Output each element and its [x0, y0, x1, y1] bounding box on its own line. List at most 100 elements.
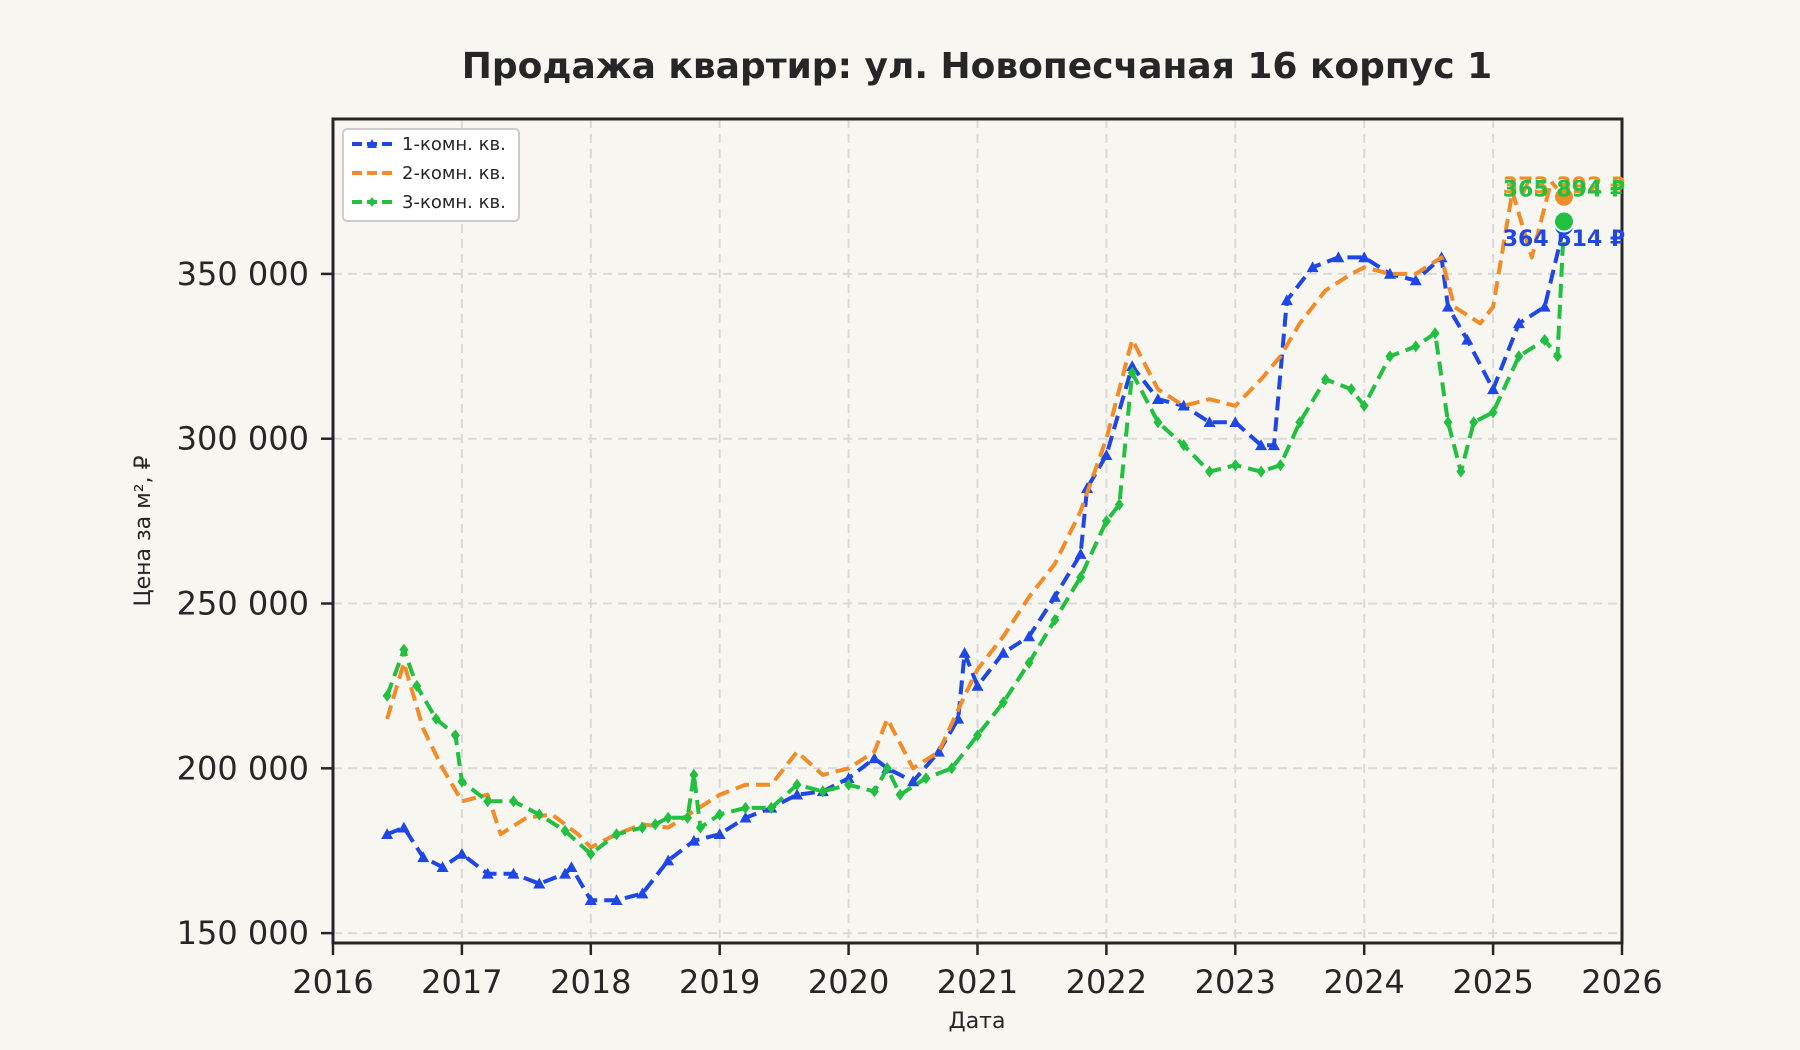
data-point	[971, 679, 984, 691]
data-point	[792, 778, 802, 791]
data-point	[682, 811, 692, 824]
data-point	[1126, 360, 1139, 371]
data-point	[457, 775, 467, 788]
data-point	[868, 752, 881, 764]
data-point	[612, 828, 622, 841]
data-point	[1275, 459, 1285, 472]
data-point	[1332, 251, 1345, 263]
data-point	[1553, 350, 1563, 363]
data-point	[1255, 439, 1268, 451]
x-axis-ticks: 2016 2017 2018 2019 2020 2021 2022 2023 2024 2025…	[292, 943, 1663, 1001]
data-point	[1295, 416, 1305, 429]
data-point	[586, 848, 596, 861]
data-point	[1358, 251, 1371, 263]
end-labels: 364 514 ₽373 392 ₽365 894 ₽	[1503, 174, 1625, 252]
data-point	[533, 877, 546, 889]
data-point	[973, 729, 982, 742]
data-point	[740, 801, 750, 814]
data-point	[1205, 465, 1215, 478]
series-line	[385, 179, 1566, 850]
data-point	[1179, 439, 1189, 452]
data-point	[1441, 300, 1454, 312]
data-point	[1153, 416, 1163, 429]
data-point	[481, 867, 494, 879]
series-layer	[381, 179, 1570, 905]
data-point	[636, 887, 649, 899]
series-line	[385, 221, 1566, 856]
data-point	[998, 696, 1008, 709]
data-point	[1177, 399, 1190, 411]
data-point	[695, 821, 705, 834]
data-point	[1512, 317, 1525, 329]
data-point	[565, 861, 578, 872]
data-point	[1050, 613, 1060, 626]
data-point	[1280, 294, 1293, 306]
x-tick-label: 2025	[1452, 963, 1533, 1001]
data-point	[1229, 416, 1242, 428]
x-tick-label: 2021	[937, 963, 1018, 1001]
data-point	[1443, 416, 1453, 429]
x-tick-label: 2023	[1195, 963, 1276, 1001]
data-point	[739, 811, 752, 823]
data-point	[412, 679, 422, 692]
data-point	[1359, 399, 1369, 412]
data-point	[689, 768, 699, 781]
grid-lines	[333, 119, 1622, 943]
series-2	[385, 179, 1566, 850]
data-point	[1076, 571, 1086, 584]
end-value-label: 373 392 ₽	[1503, 174, 1625, 199]
data-point	[1074, 548, 1087, 559]
legend-label: 1-комн. кв.	[402, 134, 506, 155]
data-point	[1114, 498, 1124, 511]
x-tick-label: 2022	[1066, 963, 1147, 1001]
x-tick-label: 2026	[1581, 963, 1662, 1001]
data-point	[1411, 340, 1421, 353]
end-value-label: 365 894 ₽	[1503, 178, 1625, 203]
x-tick-label: 2019	[679, 963, 760, 1001]
data-point	[882, 762, 892, 775]
data-point	[895, 788, 905, 801]
series-1	[381, 220, 1570, 905]
chart-title: Продажа квартир: ул. Новопесчаная 16 кор…	[462, 46, 1492, 87]
data-point	[560, 824, 570, 837]
data-point	[559, 867, 572, 879]
data-point	[766, 801, 776, 814]
data-point	[997, 646, 1010, 658]
data-point	[1230, 459, 1240, 472]
data-point	[1514, 350, 1524, 363]
series-line	[386, 225, 1566, 903]
data-point	[450, 729, 460, 742]
data-point	[1203, 416, 1216, 428]
series-3	[382, 215, 1569, 861]
data-point	[713, 828, 726, 840]
legend-label: 2-комн. кв.	[402, 163, 506, 184]
y-axis-ticks: 150 000 200 000 250 000 300 000 350 000	[177, 255, 333, 952]
legend-marker	[368, 197, 376, 207]
data-point	[662, 854, 675, 866]
data-point	[907, 775, 920, 787]
data-point	[1488, 406, 1498, 419]
data-point	[417, 851, 430, 863]
data-point	[1346, 383, 1356, 396]
data-point	[584, 894, 597, 905]
data-point	[508, 795, 518, 808]
data-point	[921, 772, 931, 785]
data-point	[1430, 327, 1440, 340]
data-point	[1256, 465, 1266, 478]
data-point	[1469, 416, 1479, 429]
data-point	[791, 788, 804, 800]
y-tick-label: 300 000	[177, 420, 309, 458]
data-point	[1306, 261, 1319, 273]
y-tick-label: 200 000	[177, 749, 309, 787]
data-point	[1461, 333, 1474, 345]
data-point	[715, 808, 725, 821]
data-point	[1151, 393, 1164, 404]
y-tick-label: 150 000	[177, 914, 309, 952]
end-point	[1552, 185, 1575, 208]
data-point	[1383, 267, 1396, 279]
data-point	[650, 818, 660, 831]
y-tick-label: 350 000	[177, 255, 309, 293]
data-point	[382, 689, 392, 702]
data-point	[1267, 439, 1280, 451]
